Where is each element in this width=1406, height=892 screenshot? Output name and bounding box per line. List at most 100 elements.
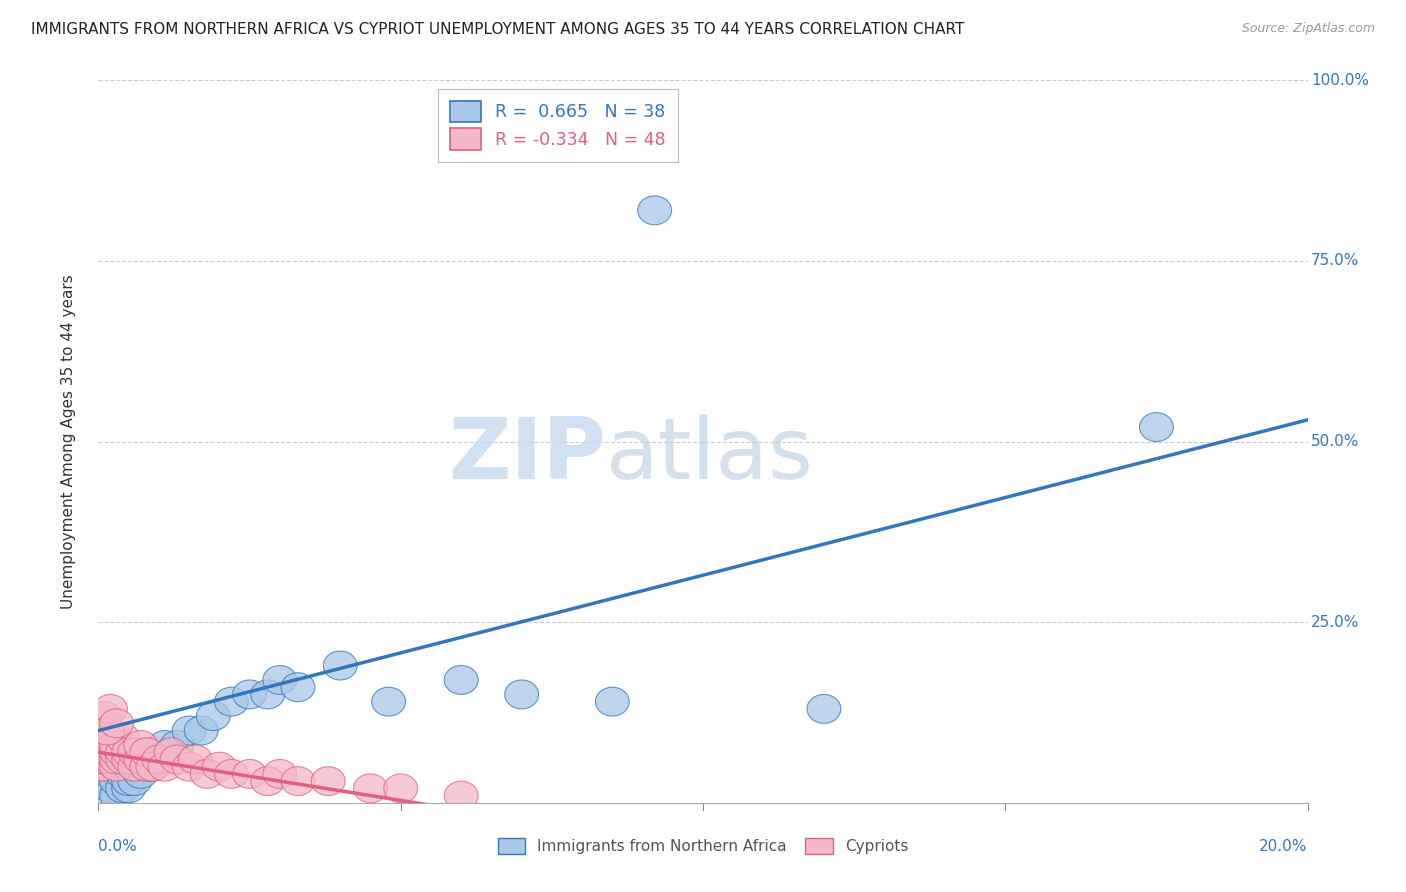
Ellipse shape: [232, 759, 267, 789]
Ellipse shape: [129, 738, 163, 767]
Text: 20.0%: 20.0%: [1260, 838, 1308, 854]
Ellipse shape: [111, 774, 146, 803]
Ellipse shape: [190, 759, 224, 789]
Ellipse shape: [89, 738, 122, 767]
Ellipse shape: [100, 752, 134, 781]
Ellipse shape: [100, 767, 134, 796]
Ellipse shape: [111, 767, 146, 796]
Ellipse shape: [83, 745, 117, 774]
Ellipse shape: [160, 745, 194, 774]
Ellipse shape: [105, 723, 139, 752]
Ellipse shape: [100, 738, 134, 767]
Ellipse shape: [1139, 413, 1174, 442]
Ellipse shape: [155, 738, 188, 767]
Ellipse shape: [505, 680, 538, 709]
Text: IMMIGRANTS FROM NORTHERN AFRICA VS CYPRIOT UNEMPLOYMENT AMONG AGES 35 TO 44 YEAR: IMMIGRANTS FROM NORTHERN AFRICA VS CYPRI…: [31, 22, 965, 37]
Ellipse shape: [371, 687, 405, 716]
Ellipse shape: [90, 731, 124, 759]
Ellipse shape: [160, 731, 194, 759]
Ellipse shape: [100, 745, 134, 774]
Ellipse shape: [250, 680, 284, 709]
Ellipse shape: [250, 767, 284, 796]
Ellipse shape: [87, 745, 121, 774]
Ellipse shape: [86, 738, 120, 767]
Legend: Immigrants from Northern Africa, Cypriots: Immigrants from Northern Africa, Cypriot…: [492, 832, 914, 860]
Ellipse shape: [118, 767, 152, 796]
Ellipse shape: [118, 738, 152, 767]
Ellipse shape: [105, 759, 139, 789]
Ellipse shape: [94, 723, 128, 752]
Ellipse shape: [86, 752, 120, 781]
Ellipse shape: [111, 738, 146, 767]
Ellipse shape: [232, 680, 267, 709]
Ellipse shape: [87, 781, 121, 810]
Ellipse shape: [129, 738, 163, 767]
Ellipse shape: [100, 731, 134, 759]
Ellipse shape: [142, 745, 176, 774]
Ellipse shape: [90, 716, 124, 745]
Ellipse shape: [94, 745, 128, 774]
Text: ZIP: ZIP: [449, 415, 606, 498]
Ellipse shape: [172, 716, 207, 745]
Text: 0.0%: 0.0%: [98, 838, 138, 854]
Ellipse shape: [184, 716, 218, 745]
Ellipse shape: [124, 759, 157, 789]
Ellipse shape: [87, 731, 121, 759]
Ellipse shape: [197, 702, 231, 731]
Ellipse shape: [111, 745, 146, 774]
Text: 25.0%: 25.0%: [1312, 615, 1360, 630]
Ellipse shape: [323, 651, 357, 680]
Ellipse shape: [136, 752, 170, 781]
Ellipse shape: [129, 752, 163, 781]
Ellipse shape: [281, 767, 315, 796]
Ellipse shape: [111, 752, 146, 781]
Ellipse shape: [100, 709, 134, 738]
Text: 100.0%: 100.0%: [1312, 73, 1369, 87]
Ellipse shape: [281, 673, 315, 702]
Ellipse shape: [105, 745, 139, 774]
Ellipse shape: [384, 774, 418, 803]
Ellipse shape: [263, 665, 297, 694]
Ellipse shape: [311, 767, 344, 796]
Ellipse shape: [124, 731, 157, 759]
Ellipse shape: [148, 731, 181, 759]
Ellipse shape: [638, 196, 672, 225]
Text: atlas: atlas: [606, 415, 814, 498]
Text: Unemployment Among Ages 35 to 44 years: Unemployment Among Ages 35 to 44 years: [60, 274, 76, 609]
Ellipse shape: [353, 774, 388, 803]
Ellipse shape: [215, 759, 249, 789]
Ellipse shape: [94, 759, 128, 789]
Ellipse shape: [86, 745, 120, 774]
Ellipse shape: [263, 759, 297, 789]
Ellipse shape: [105, 738, 139, 767]
Ellipse shape: [807, 694, 841, 723]
Ellipse shape: [87, 767, 121, 796]
Ellipse shape: [100, 781, 134, 810]
Ellipse shape: [100, 752, 134, 781]
Ellipse shape: [136, 752, 170, 781]
Text: 75.0%: 75.0%: [1312, 253, 1360, 268]
Ellipse shape: [124, 745, 157, 774]
Ellipse shape: [155, 738, 188, 767]
Ellipse shape: [105, 774, 139, 803]
Ellipse shape: [129, 752, 163, 781]
Ellipse shape: [148, 752, 181, 781]
Ellipse shape: [172, 752, 207, 781]
Text: Source: ZipAtlas.com: Source: ZipAtlas.com: [1241, 22, 1375, 36]
Ellipse shape: [444, 665, 478, 694]
Ellipse shape: [87, 738, 121, 767]
Ellipse shape: [215, 687, 249, 716]
Ellipse shape: [94, 694, 128, 723]
Ellipse shape: [87, 702, 121, 731]
Ellipse shape: [179, 745, 212, 774]
Text: 50.0%: 50.0%: [1312, 434, 1360, 449]
Ellipse shape: [142, 745, 176, 774]
Ellipse shape: [118, 752, 152, 781]
Ellipse shape: [83, 752, 117, 781]
Ellipse shape: [444, 781, 478, 810]
Ellipse shape: [202, 752, 236, 781]
Ellipse shape: [94, 774, 128, 803]
Ellipse shape: [118, 752, 152, 781]
Ellipse shape: [595, 687, 630, 716]
Ellipse shape: [84, 745, 118, 774]
